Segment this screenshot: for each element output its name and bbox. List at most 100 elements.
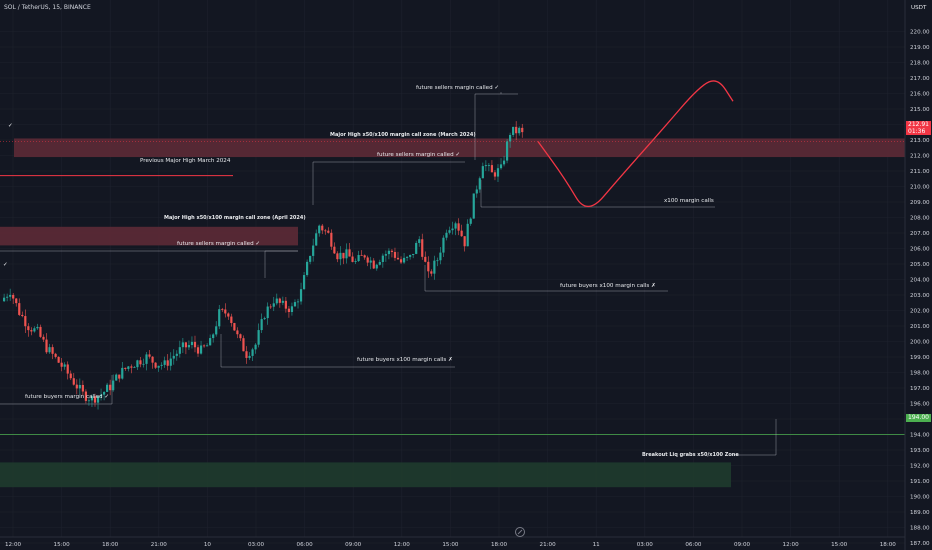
zones xyxy=(0,138,905,488)
candle-body xyxy=(330,232,333,247)
label-major-high-april: Major High x50/x100 margin call zone (Ap… xyxy=(164,215,306,221)
candle-body xyxy=(106,384,109,392)
price-tick-label: 193.00 xyxy=(910,448,930,454)
candle-body xyxy=(181,342,184,348)
price-tick-label: 187.00 xyxy=(910,541,930,547)
time-tick-label: 12:00 xyxy=(394,542,411,548)
candle-body xyxy=(469,218,472,224)
candle-body xyxy=(281,300,284,303)
time-axis[interactable]: 12:00 15:00 18:00 21:00 10 03:00 06:00 09:00 12:… xyxy=(0,536,905,548)
price-tick-label: 197.00 xyxy=(910,386,930,392)
candle-body xyxy=(309,255,312,262)
candle-body xyxy=(493,172,497,177)
candle-body xyxy=(448,230,451,233)
time-tick-label: 15:00 xyxy=(442,542,459,548)
candle-body xyxy=(421,239,424,257)
candle-body xyxy=(372,260,375,269)
candle-body xyxy=(266,306,269,319)
price-tick-label: 207.00 xyxy=(910,231,930,237)
candle-body xyxy=(502,160,506,165)
candle-body xyxy=(357,254,360,262)
candle-body xyxy=(412,253,415,256)
candle-body xyxy=(454,223,457,229)
time-tick-label: 18:00 xyxy=(491,542,508,548)
price-tick-label: 212.00 xyxy=(910,154,930,160)
candle-body xyxy=(466,223,469,247)
time-tick-label: 18:00 xyxy=(102,542,119,548)
candle-body xyxy=(415,242,418,254)
time-tick-label: 21:00 xyxy=(151,542,168,548)
price-axis[interactable]: 220.00219.00218.00217.00216.00215.00214.… xyxy=(904,0,930,550)
candle-body xyxy=(484,165,487,167)
candles[interactable] xyxy=(3,121,524,410)
candle-body xyxy=(60,362,63,367)
candle-body xyxy=(254,344,257,350)
zone-rect xyxy=(0,226,298,246)
candle-body xyxy=(230,316,233,324)
candle-body xyxy=(518,127,521,134)
candle-body xyxy=(115,374,118,381)
candle-body xyxy=(351,256,354,262)
candle-body xyxy=(333,246,336,254)
price-tick-label: 210.00 xyxy=(910,185,930,191)
price-tick-label: 201.00 xyxy=(910,324,930,330)
candle-body xyxy=(145,354,148,364)
candle-body xyxy=(478,178,481,190)
candle-body xyxy=(342,252,345,259)
candle-body xyxy=(393,251,397,258)
candle-body xyxy=(27,326,30,331)
candle-body xyxy=(499,164,503,169)
candle-body xyxy=(375,264,378,269)
candle-body xyxy=(102,391,106,395)
candle-body xyxy=(505,141,509,161)
candle-body xyxy=(363,255,366,258)
candle-body xyxy=(151,356,154,363)
connector-line xyxy=(312,161,465,205)
price-tick-label: 191.00 xyxy=(910,479,930,485)
current-price: 212.91 xyxy=(908,121,929,128)
candle-body xyxy=(515,126,518,134)
candle-body xyxy=(63,364,66,367)
candle-body xyxy=(430,271,433,274)
candle-body xyxy=(139,360,142,365)
candle-body xyxy=(263,318,266,320)
candle-body xyxy=(87,400,91,402)
candle-body xyxy=(66,364,69,374)
label-x100-calls: x100 margin calls xyxy=(664,198,714,204)
bar-countdown: 01:36 xyxy=(908,128,926,135)
candle-body xyxy=(199,345,203,354)
price-tick-label: 217.00 xyxy=(910,76,930,82)
price-tick-label: 190.00 xyxy=(910,495,930,501)
candle-body xyxy=(30,330,33,332)
candle-body xyxy=(327,230,330,233)
time-tick-label: 12:00 xyxy=(783,542,800,548)
price-tick-label: 198.00 xyxy=(910,371,930,377)
price-tick-label: 218.00 xyxy=(910,61,930,67)
candle-body xyxy=(306,261,309,276)
candle-body xyxy=(257,330,260,345)
candle-body xyxy=(366,257,369,263)
candle-body xyxy=(296,301,300,303)
candle-body xyxy=(93,396,97,403)
candle-body xyxy=(75,384,78,389)
candle-body xyxy=(184,342,187,348)
levels xyxy=(0,141,905,435)
price-tick-label: 194.00 xyxy=(910,433,930,439)
candle-body xyxy=(190,341,194,346)
candle-body xyxy=(212,334,215,339)
candle-body xyxy=(436,260,439,262)
candle-body xyxy=(178,347,181,354)
candle-body xyxy=(251,349,254,356)
time-tick-label: 21:00 xyxy=(540,542,557,548)
candle-body xyxy=(84,391,88,401)
candle-body xyxy=(405,256,409,258)
check-mark-1: ✓ xyxy=(8,123,13,129)
candle-body xyxy=(460,230,463,237)
candle-body xyxy=(12,294,15,299)
reload-icon[interactable] xyxy=(515,527,525,537)
price-tick-label: 205.00 xyxy=(910,262,930,268)
label-buyers-left: future buyers margin called ✓ xyxy=(25,394,110,400)
candle-body xyxy=(424,256,427,262)
candle-body xyxy=(472,193,475,219)
